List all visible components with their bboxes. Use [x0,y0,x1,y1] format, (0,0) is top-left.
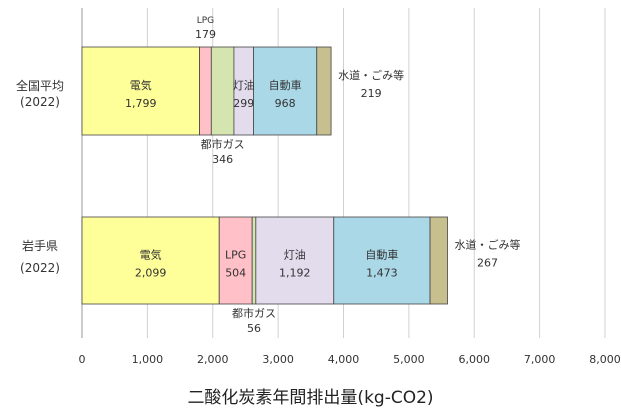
data-label-name-0-0: 電気 [130,78,152,92]
x-tick-label-4000: 4,000 [328,353,360,366]
bar-segment-1-2 [251,216,257,305]
data-label-value-0-2: 346 [212,153,233,166]
data-label-value-1-5: 267 [477,257,498,270]
data-label-value-1-1: 504 [225,267,246,280]
data-label-value-0-1: 179 [195,28,216,41]
data-label-name-0-5: 水道・ごみ等 [338,68,404,82]
data-label-value-1-2: 56 [247,322,261,335]
category-sublabel-0: (2022) [20,95,60,109]
data-label-name-1-3: 灯油 [284,248,306,262]
x-tick-label-8000: 8,000 [589,353,621,366]
data-label-name-1-2: 都市ガス [232,306,276,320]
data-label-name-0-2: 都市ガス [201,137,245,151]
data-label-value-0-3: 299 [233,97,254,110]
data-label-name-1-1: LPG [225,249,246,262]
bar-segment-0-0 [81,46,201,136]
bar-segment-0-1 [199,46,212,136]
category-label-1: 岩手県 [22,238,58,253]
x-axis-title: 二酸化炭素年間排出量(kg-CO2) [187,388,434,408]
data-label-name-0-4: 自動車 [269,78,302,92]
data-label-value-0-5: 219 [361,87,382,100]
data-label-value-0-4: 968 [275,97,296,110]
data-label-name-0-1: LPG [197,16,214,26]
x-tick-label-0: 0 [79,353,86,366]
data-label-value-1-4: 1,473 [366,267,398,280]
bar-segment-1-1 [218,216,253,305]
x-tick-label-6000: 6,000 [459,353,491,366]
data-label-name-1-4: 自動車 [365,248,398,262]
data-label-value-1-0: 2,099 [135,267,167,280]
bar-segment-0-5 [316,46,332,136]
bar-segment-0-2 [210,46,235,136]
x-tick-label-3000: 3,000 [262,353,294,366]
data-label-value-0-0: 1,799 [125,97,157,110]
data-label-name-1-0: 電気 [140,248,162,262]
data-label-name-0-3: 灯油 [233,78,255,92]
bar-segment-1-0 [81,216,220,305]
data-label-value-1-3: 1,192 [279,267,311,280]
bar-segment-1-3 [255,216,335,305]
data-label-name-1-5: 水道・ごみ等 [455,238,521,252]
x-tick-label-5000: 5,000 [393,353,425,366]
x-tick-label-7000: 7,000 [524,353,556,366]
bar-segment-1-4 [333,216,431,305]
category-label-0: 全国平均 [16,78,64,93]
x-tick-label-1000: 1,000 [132,353,164,366]
bar-segment-1-5 [429,216,448,305]
category-sublabel-1: (2022) [20,261,60,275]
x-tick-label-2000: 2,000 [197,353,229,366]
